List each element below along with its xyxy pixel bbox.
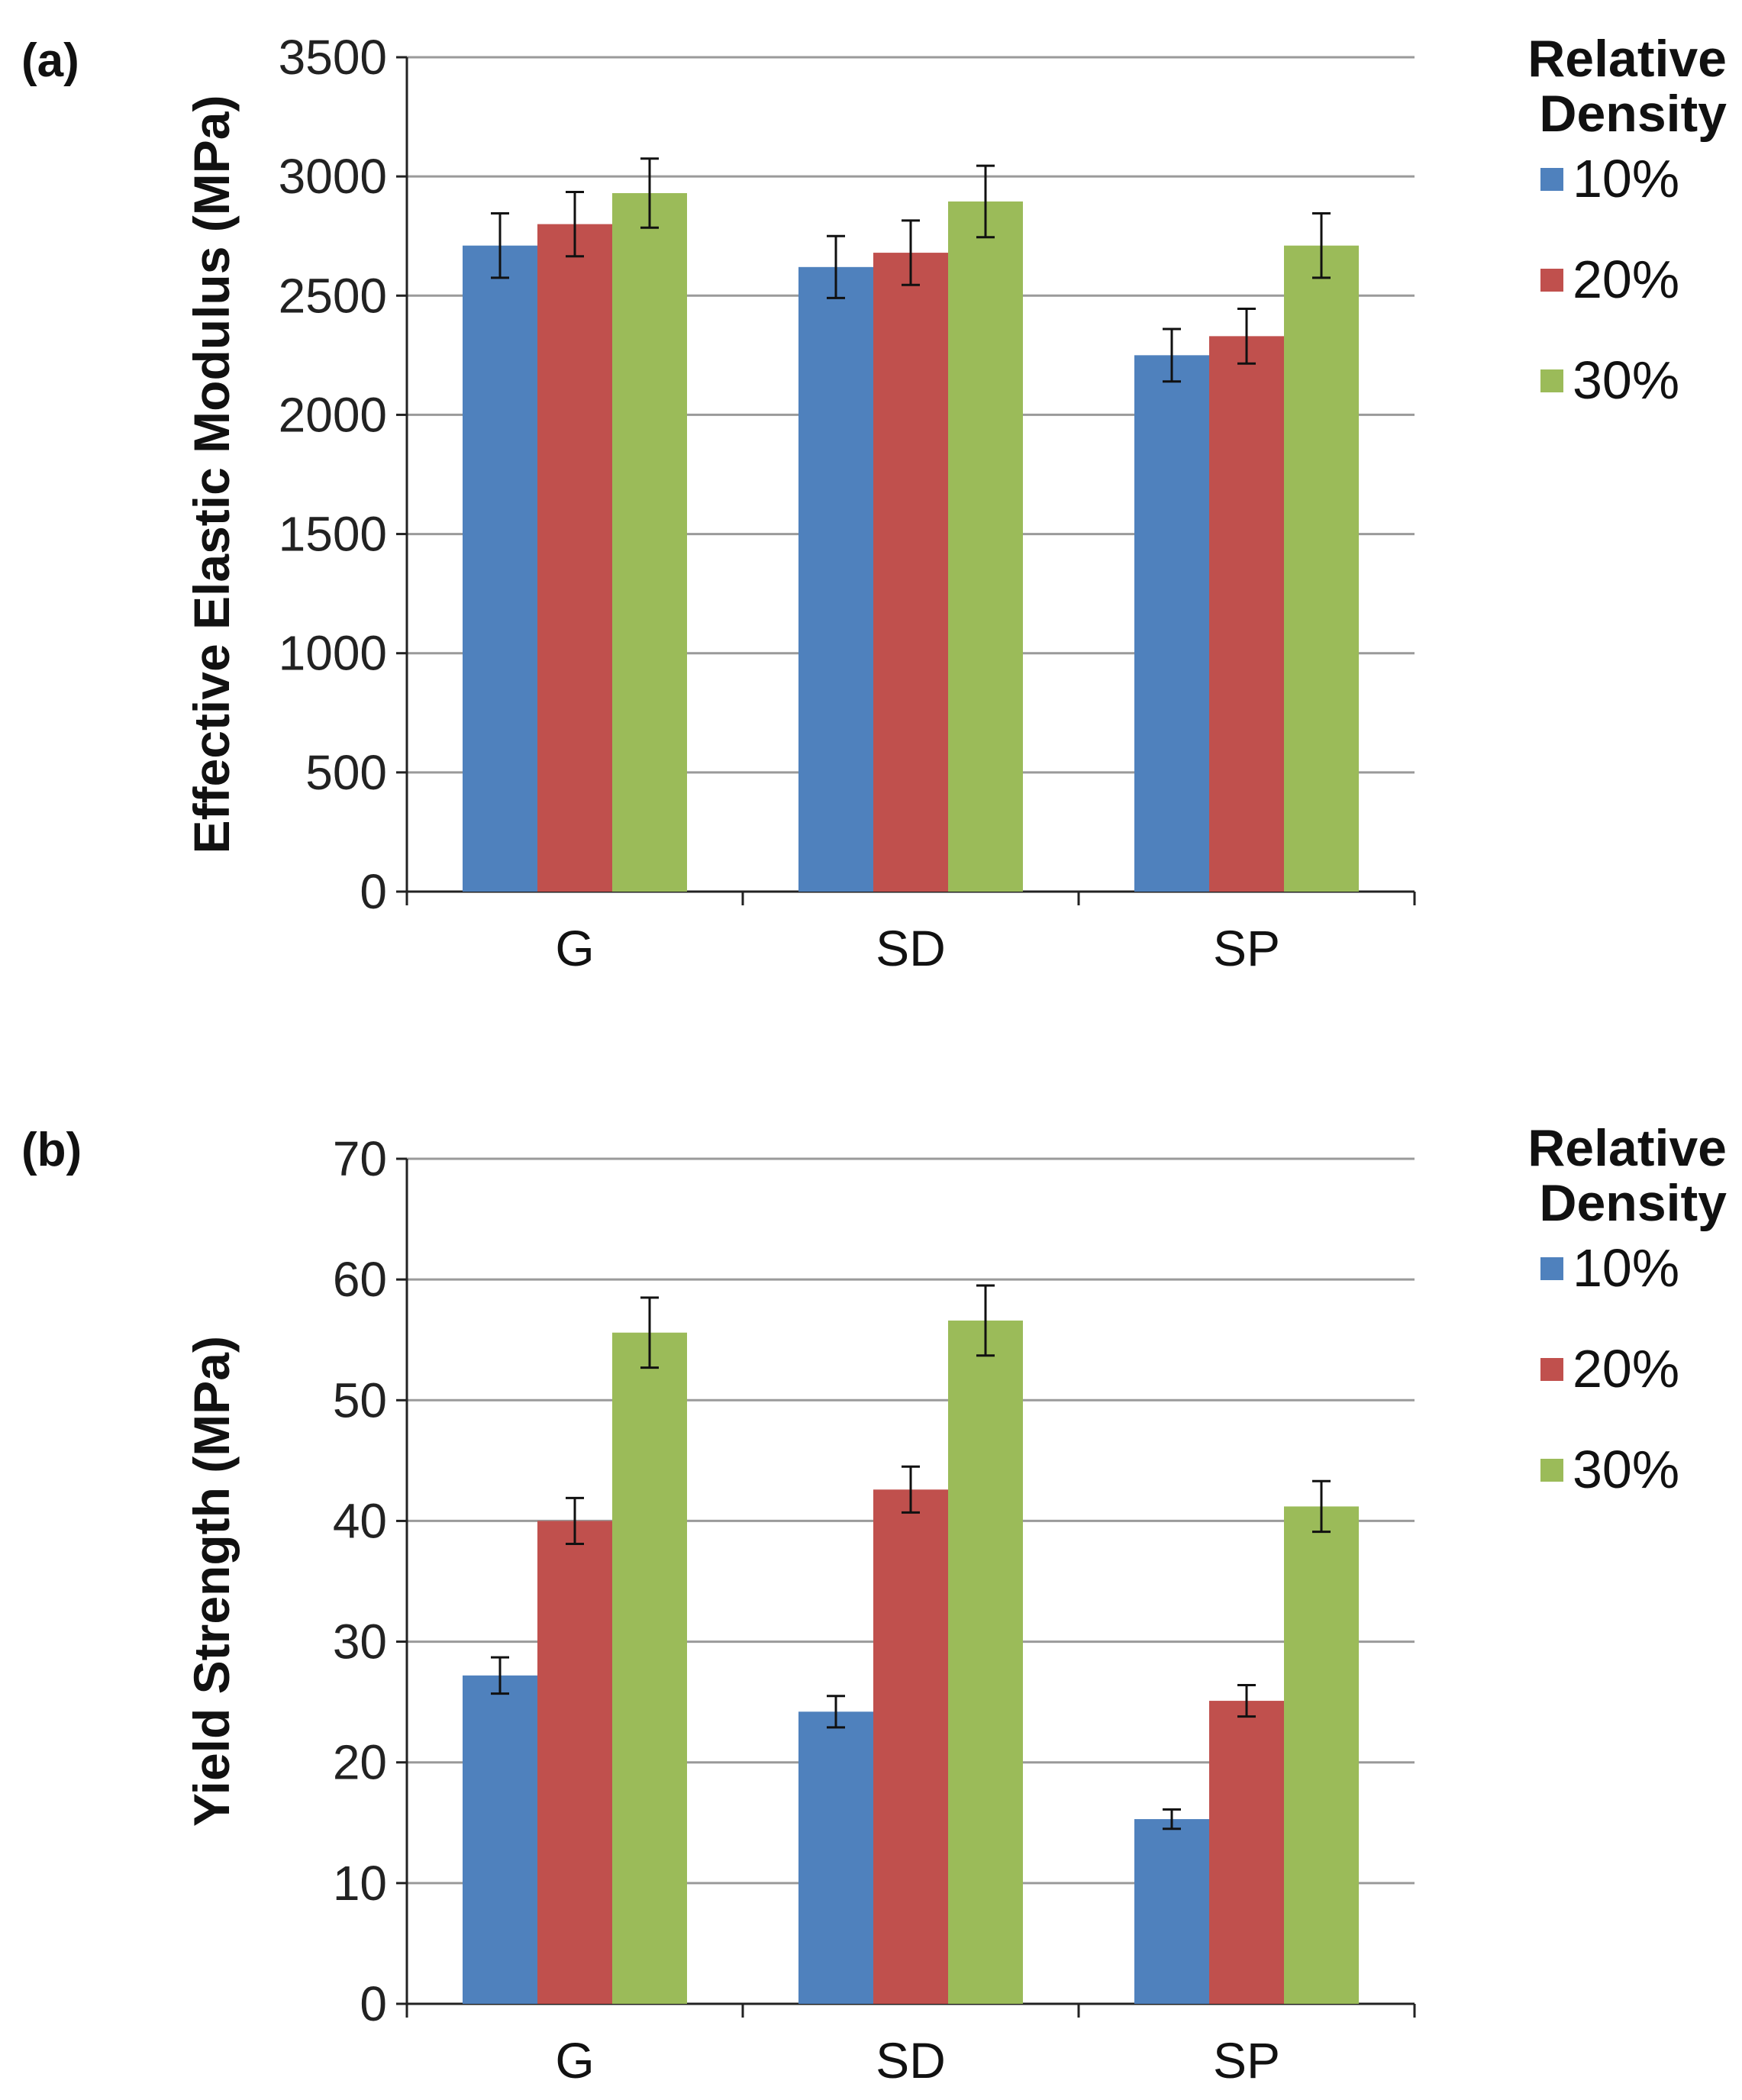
chart1-legend-label-20%: 20% [1573,250,1679,309]
chart2-bar-G-30% [612,1332,687,2004]
chart2-y-tick-label: 40 [333,1493,387,1548]
chart1-y-tick-label: 1500 [279,507,387,562]
chart1-y-axis-title: Effective Elastic Modulus (MPa) [183,95,240,854]
chart2-x-tick-label: G [555,2032,594,2089]
chart2-legend-label-10%: 10% [1573,1238,1679,1298]
chart2-legend-label-30%: 30% [1573,1440,1679,1499]
chart1-bar-G-10% [463,245,537,892]
chart1-legend-swatch-20% [1540,269,1563,292]
chart2-y-tick-label: 70 [333,1131,387,1186]
chart2-bar-G-10% [463,1675,537,2004]
chart1-y-tick-label: 2000 [279,387,387,442]
chart1-bar-G-30% [612,193,687,892]
chart2-y-tick-label: 10 [333,1856,387,1911]
chart2-y-tick-label: 50 [333,1373,387,1427]
chart1-y-tick-label: 500 [305,745,387,800]
chart2-y-tick-label: 0 [360,1976,387,2031]
chart1-legend-label-30%: 30% [1573,350,1679,410]
chart1-bar-SP-10% [1134,355,1209,892]
chart2-y-tick-label: 20 [333,1735,387,1790]
chart1-bar-SP-20% [1209,336,1284,892]
chart1-legend-label-10%: 10% [1573,149,1679,208]
chart1-y-tick-label: 3500 [279,30,387,85]
chart1-bar-SP-30% [1284,245,1359,892]
chart1-legend-title-line1: Relative [1527,30,1727,88]
chart2-bar-SP-10% [1134,1819,1209,2004]
chart2-legend-swatch-30% [1540,1459,1563,1482]
chart2-legend-label-20%: 20% [1573,1339,1679,1398]
chart1-bar-G-20% [537,224,612,892]
chart2-legend-title-line1: Relative [1527,1119,1727,1177]
chart1-x-tick-label: G [555,920,594,976]
chart1-y-tick-label: 0 [360,864,387,919]
chart2-legend-title-line2: Density [1539,1174,1727,1232]
chart2-y-tick-label: 60 [333,1252,387,1307]
chart2-y-axis-title: Yield Strength (MPa) [183,1336,240,1827]
chart2-y-tick-label: 30 [333,1615,387,1669]
chart1-x-tick-label: SD [876,920,946,976]
chart1-y-tick-label: 1000 [279,626,387,681]
chart1-bar-SD-30% [948,201,1023,892]
chart1-y-tick-label: 2500 [279,268,387,323]
chart1-bar-SD-20% [873,253,948,892]
chart1-legend-swatch-30% [1540,369,1563,392]
chart2-legend-swatch-10% [1540,1257,1563,1280]
chart2-x-tick-label: SD [876,2032,946,2089]
chart2-bar-SP-20% [1209,1701,1284,2004]
chart2-bar-SD-30% [948,1320,1023,2004]
chart2-panel-label: (b) [21,1124,82,1176]
chart2-bar-SP-30% [1284,1506,1359,2004]
chart1-y-tick-label: 3000 [279,149,387,204]
chart1-panel-label: (a) [21,34,79,87]
chart2-bar-G-20% [537,1521,612,2004]
chart2-bar-SD-20% [873,1489,948,2004]
chart1-x-tick-label: SP [1213,920,1280,976]
chart2-legend-swatch-20% [1540,1358,1563,1381]
chart2-bar-SD-10% [798,1711,873,2004]
chart1-legend-title-line2: Density [1539,85,1727,143]
chart2-x-tick-label: SP [1213,2032,1280,2089]
chart1-bar-SD-10% [798,266,873,892]
chart1-legend-swatch-10% [1540,168,1563,191]
